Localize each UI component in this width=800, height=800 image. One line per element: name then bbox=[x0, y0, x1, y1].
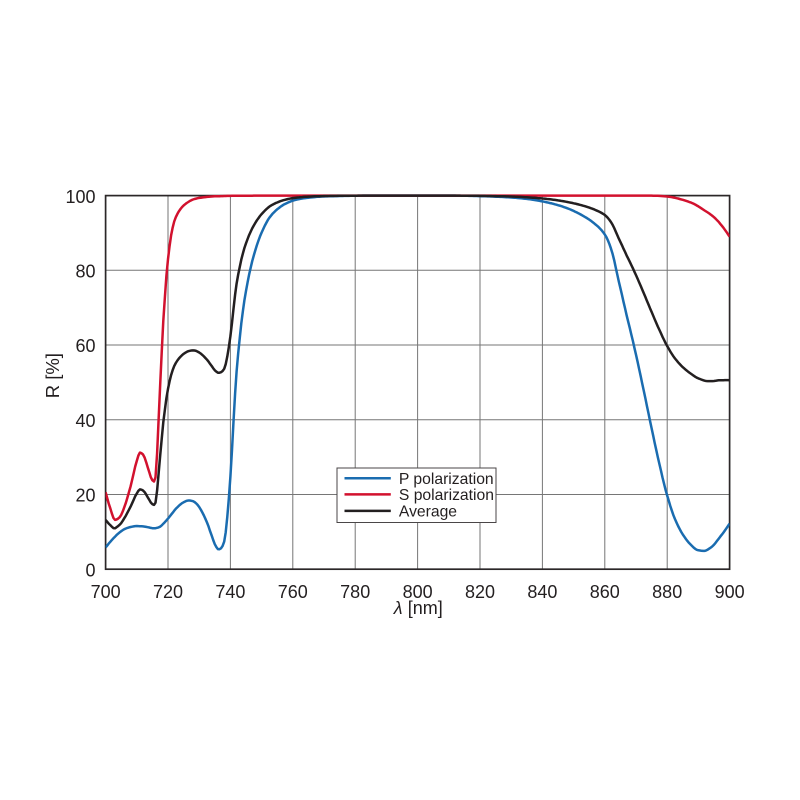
svg-text:[nm]: [nm] bbox=[405, 598, 443, 618]
svg-text:760: 760 bbox=[278, 582, 308, 602]
svg-text:60: 60 bbox=[75, 336, 95, 356]
svg-text:820: 820 bbox=[465, 582, 495, 602]
svg-text:740: 740 bbox=[215, 582, 245, 602]
svg-text:800: 800 bbox=[403, 582, 433, 602]
svg-text:900: 900 bbox=[715, 582, 745, 602]
svg-text:S polarization: S polarization bbox=[399, 487, 494, 504]
svg-text:720: 720 bbox=[153, 582, 183, 602]
svg-text:100: 100 bbox=[65, 187, 95, 207]
svg-text:40: 40 bbox=[75, 411, 95, 431]
svg-text:0: 0 bbox=[85, 560, 95, 580]
svg-text:R [%]: R [%] bbox=[42, 353, 63, 398]
svg-text:700: 700 bbox=[91, 582, 121, 602]
svg-text:840: 840 bbox=[527, 582, 557, 602]
svg-text:λ: λ bbox=[393, 598, 403, 618]
svg-text:880: 880 bbox=[652, 582, 682, 602]
svg-text:860: 860 bbox=[590, 582, 620, 602]
svg-text:780: 780 bbox=[340, 582, 370, 602]
svg-text:80: 80 bbox=[75, 262, 95, 282]
svg-text:20: 20 bbox=[75, 486, 95, 506]
svg-text:Average: Average bbox=[399, 504, 457, 521]
svg-text:P polarization: P polarization bbox=[399, 471, 494, 488]
